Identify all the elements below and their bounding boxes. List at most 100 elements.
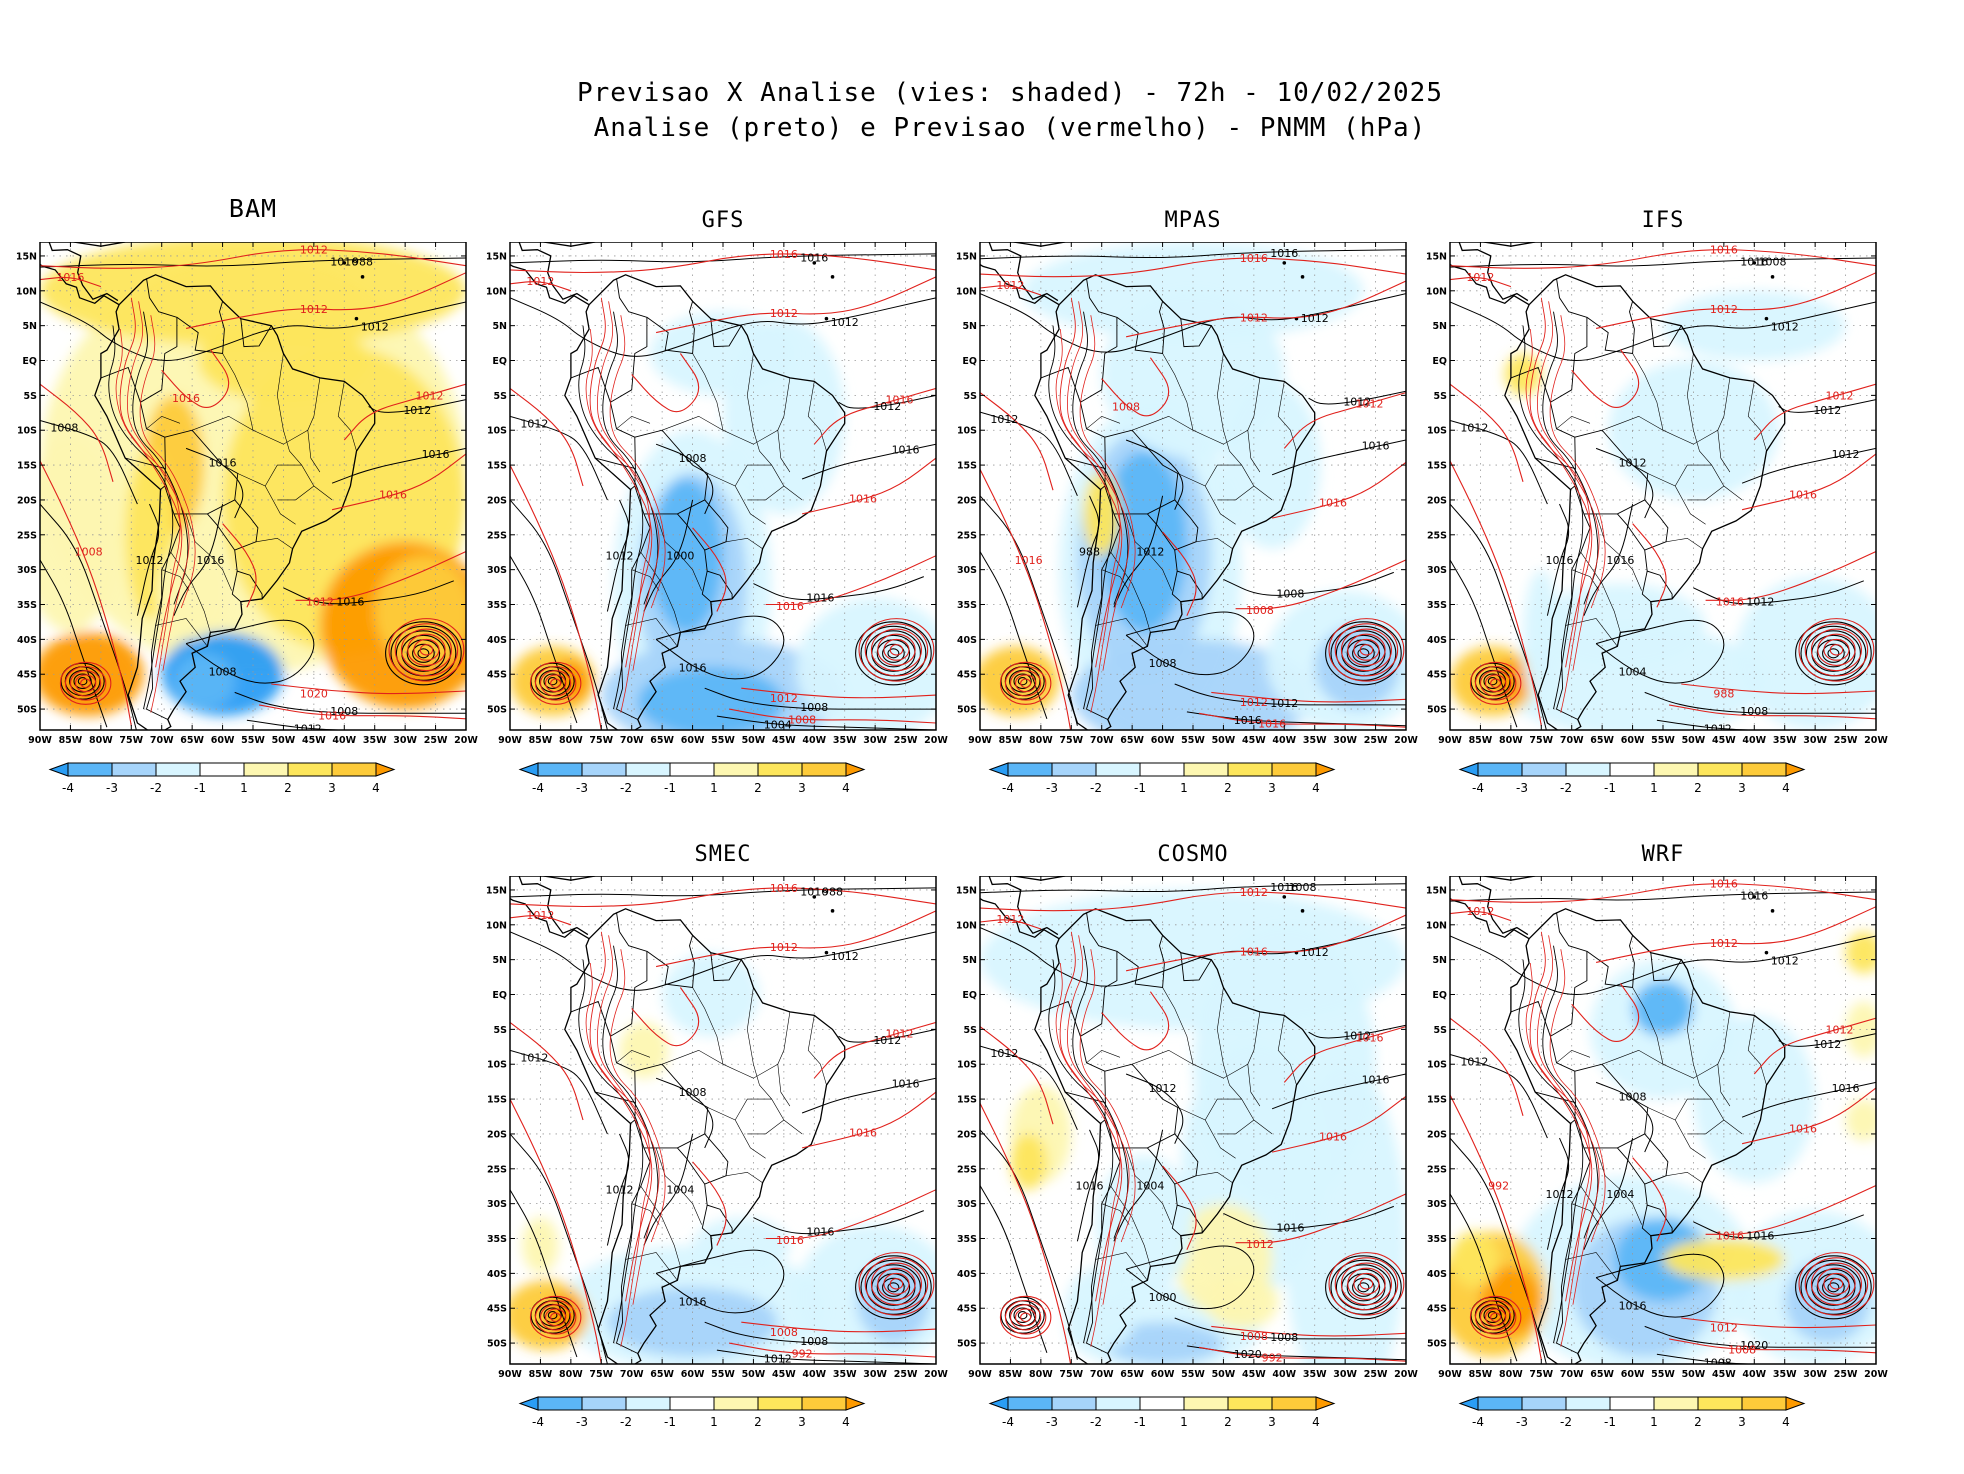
- lat-label: 5S: [1434, 391, 1448, 402]
- colorbar-label: -4: [532, 1415, 544, 1429]
- forecast-isobar: [631, 353, 700, 413]
- forecast-isobar: [655, 910, 936, 968]
- lon-label: 25W: [1364, 1369, 1388, 1380]
- lat-label: 40S: [957, 1269, 977, 1280]
- analysis-isobar: [1595, 1253, 1725, 1318]
- lon-label: 75W: [1529, 735, 1553, 746]
- andes-isobar: [1542, 311, 1599, 605]
- andes-isobar: [578, 959, 644, 1344]
- forecast-isobar: [1450, 1017, 1524, 1116]
- forecast-isobar: [40, 383, 114, 482]
- country-border: [704, 550, 733, 599]
- analysis-isobar: [1644, 691, 1876, 714]
- state-border: [1632, 987, 1664, 1065]
- colorbar-label: 1: [1180, 781, 1188, 795]
- island: [824, 316, 829, 321]
- low-pressure-isobar: [1829, 1278, 1844, 1290]
- analysis-isobar: [980, 551, 1048, 719]
- panel-title-ifs: IFS: [1641, 208, 1685, 233]
- colorbar-segment: [1741, 762, 1787, 777]
- colorbar-label: 3: [798, 781, 806, 795]
- analysis-isobar-label: 1008: [50, 421, 78, 434]
- forecast-isobar: [692, 1161, 727, 1246]
- state-border: [170, 552, 211, 633]
- colorbar-label: -1: [664, 1415, 676, 1429]
- forecast-isobar-label: 1016: [318, 709, 346, 722]
- andes-isobar: [602, 311, 659, 605]
- forecast-isobar: [1101, 991, 1170, 1051]
- bias-area: [980, 646, 1060, 717]
- lon-label: 85W: [1469, 1369, 1493, 1380]
- analysis-isobar: [655, 615, 785, 680]
- colorbar-segment: [1653, 1396, 1699, 1411]
- country-border: [1550, 912, 1588, 1037]
- south-america-coast: [564, 908, 846, 1364]
- low-pressure-isobar: [544, 1308, 567, 1327]
- state-border: [1665, 1171, 1703, 1183]
- low-pressure-isobar: [1823, 1272, 1850, 1295]
- lon-label: 45W: [772, 735, 796, 746]
- low-pressure-isobar: [543, 673, 562, 689]
- analysis-isobar: [753, 576, 924, 601]
- forecast-isobar: [729, 708, 936, 724]
- low-pressure-isobar: [390, 625, 457, 681]
- low-pressure-isobar: [1800, 625, 1867, 681]
- lon-label: 20W: [454, 735, 478, 746]
- central-america-coast: [1450, 897, 1530, 940]
- analysis-isobar: [1546, 1137, 1570, 1250]
- colorbar-label: 2: [754, 781, 762, 795]
- forecast-isobar: [741, 1321, 936, 1333]
- lon-label: 50W: [742, 735, 766, 746]
- lat-label: 30S: [487, 1199, 507, 1210]
- analysis-isobar: [1595, 619, 1725, 684]
- andes-isobar: [139, 315, 196, 609]
- andes-isobar: [1079, 315, 1136, 609]
- low-pressure-isobar: [1334, 623, 1399, 677]
- forecast-isobar: [1632, 523, 1667, 608]
- analysis-isobar-label: 1012: [831, 316, 859, 329]
- forecast-isobar: [1283, 392, 1406, 449]
- low-pressure-isobar: [882, 1277, 905, 1297]
- lon-label: 75W: [589, 1369, 613, 1380]
- coastlines: [40, 242, 376, 730]
- lat-label: 15S: [957, 1095, 977, 1106]
- island: [1752, 895, 1757, 899]
- low-pressure-isobar: [1827, 648, 1840, 659]
- analysis-isobar: [40, 420, 138, 505]
- state-border: [655, 1147, 702, 1225]
- analysis-isobar-label: 1016: [892, 1078, 920, 1091]
- lat-label: 10N: [486, 286, 507, 297]
- forecast-isobar: [161, 349, 230, 408]
- lon-label: 30W: [863, 1369, 887, 1380]
- analysis-isobar-label: 988: [822, 885, 843, 898]
- lon-label: 50W: [742, 1369, 766, 1380]
- colorbar-min-arrow: [1458, 1396, 1479, 1411]
- low-pressure-isobar: [1479, 670, 1512, 697]
- low-pressure-isobar: [1009, 1304, 1042, 1331]
- colorbar-label: -1: [1134, 781, 1146, 795]
- low-pressure-isobar: [1474, 665, 1517, 701]
- forecast-isobar-label: 1012: [996, 279, 1024, 292]
- lat-label: 10N: [1426, 286, 1447, 297]
- country-border: [234, 550, 263, 599]
- analysis-isobar-label: 1012: [361, 320, 389, 333]
- lon-label: 25W: [1834, 1369, 1858, 1380]
- island: [812, 895, 817, 899]
- forecast-isobar: [1450, 910, 1512, 922]
- colorbar-label: -3: [1516, 1415, 1528, 1429]
- colorbar: -4 -3 -2 -1 1 2 3 4: [1458, 1396, 1806, 1429]
- andes-isobar: [597, 935, 660, 1305]
- lat-label: 35S: [487, 600, 507, 611]
- analysis-isobar: [510, 1049, 608, 1135]
- low-pressure-isobar: [1487, 1311, 1498, 1320]
- forecast-isobar-label: 1016: [1789, 1122, 1817, 1135]
- colorbar: -4 -3 -2 -1 1 2 3 4: [518, 762, 866, 795]
- colorbar-label: -3: [1516, 781, 1528, 795]
- low-pressure-isobar: [883, 638, 910, 661]
- state-border: [1556, 415, 1591, 430]
- colorbar-segment: [801, 762, 847, 777]
- central-america-coast: [510, 897, 590, 940]
- forecast-isobar: [980, 891, 1406, 912]
- state-border: [747, 485, 785, 501]
- colorbar-segment: [1271, 1396, 1317, 1411]
